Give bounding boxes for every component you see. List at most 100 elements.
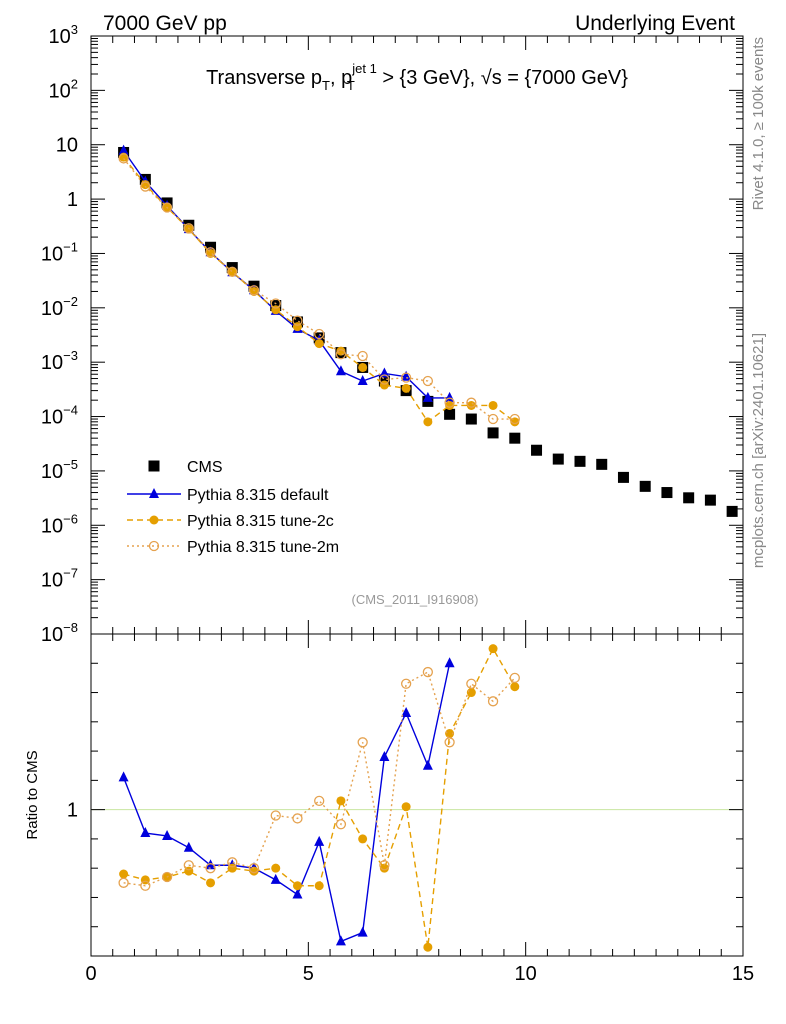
main-series [118,144,738,517]
ratio-data-point [400,678,412,689]
ratio-data-point [162,829,173,840]
ratio-data-point [510,682,520,692]
ratio-data-point [205,863,216,874]
ratio-ylabel: Ratio to CMS [24,750,41,839]
title-c: > {3 GeV}, √s = {7000 GeV} [377,67,628,89]
ratio-data-point [292,888,303,899]
main-data-point [335,365,346,376]
main-data-point [183,223,194,234]
legend: CMS Pythia 8.315 default Pythia 8.315 tune… [127,459,339,556]
main-y-tick-label: 10−2 [41,294,78,320]
legend-marker [148,540,160,552]
ratio-y-tick-label: 1 [67,800,78,822]
title-a: Transverse p [206,67,322,89]
main-data-point [617,471,629,483]
ratio-data-point [314,835,325,846]
main-data-point [140,181,151,192]
ratio-data-point [140,827,151,838]
ratio-data-point [401,802,411,812]
main-data-point [118,153,129,164]
main-data-point [423,417,433,427]
ratio-axes: 1 [67,662,743,928]
ratio-data-point [488,644,498,654]
main-data-point [248,285,260,296]
ratio-data-point [466,688,476,698]
header-left: 7000 GeV pp [103,12,227,35]
x-axis: 0 5 10 15 [85,36,754,985]
main-data-point [683,492,695,504]
legend-marker [149,515,159,525]
ratio-data-point [161,871,173,883]
ratio-data-point [292,881,302,891]
ratio-data-point [314,795,325,807]
legend-label: Pythia 8.315 tune-2c [187,513,334,530]
ratio-data-point [314,881,324,891]
main-y-tick-label: 103 [49,22,78,48]
main-y-tick-label: 10−4 [41,403,78,429]
ratio-data-point [487,696,499,707]
main-data-point [488,400,498,410]
main-data-point [552,453,564,465]
title-b: , p [330,67,352,89]
main-data-point [444,408,456,420]
ratio-data-point [227,857,238,868]
main-data-point [335,349,347,360]
main-data-point [487,427,499,439]
main-data-point [314,339,324,349]
x-tick-label: 5 [303,963,314,985]
main-data-point [531,444,543,456]
ratio-data-point [271,863,281,873]
main-data-point [574,455,586,467]
ratio-series-line [122,663,451,943]
main-y-tick-label: 10−7 [41,566,78,592]
ratio-data-point [509,672,520,684]
main-data-point [465,413,477,425]
main-data-point [314,328,325,340]
main-y-tick-label: 10−8 [41,620,78,646]
title-b-sup: jet 1 [351,61,377,76]
header-right: Underlying Event [575,12,735,35]
ratio-data-point [423,942,433,952]
title-b-sub: T [347,78,355,93]
main-data-point [379,367,390,378]
ratio-data-point [335,935,346,946]
main-axes: 10310210110−110−210−310−410−510−610−710−… [41,22,743,646]
main-data-point [401,370,412,381]
ratio-data-point [270,810,281,821]
ratio-data-point [379,863,389,873]
main-y-tick-label: 10−6 [41,511,78,537]
main-data-point [422,391,433,402]
ratio-data-point [422,666,434,678]
main-data-point [466,400,476,410]
main-data-point [379,374,390,385]
main-data-point [639,480,651,492]
main-data-point [118,144,129,155]
main-y-tick-label: 10 [56,135,78,157]
ratio-data-point [358,834,368,844]
ratio-data-point [336,796,346,806]
ratio-data-point [140,880,151,891]
main-y-tick-label: 1 [67,189,78,211]
x-tick-label: 15 [732,963,754,985]
main-data-point [466,397,477,408]
main-data-point [379,380,389,390]
ratio-frame [90,633,744,957]
main-data-point [596,458,608,470]
x-tick-label: 10 [515,963,537,985]
ratio-data-point [422,759,433,770]
ratio-data-point [249,866,259,876]
legend-marker [148,460,160,472]
main-series-line [123,156,516,423]
ratio-data-point [444,737,455,748]
main-data-point [661,487,673,499]
ratio-data-point [248,863,260,874]
ratio-data-point [379,860,390,871]
ratio-data-point [445,729,455,739]
main-data-point [445,400,455,410]
main-data-point [704,494,716,506]
legend-label: CMS [187,459,223,476]
mcplots-label: mcplots.cern.ch [arXiv:2401.10621] [750,333,767,568]
ratio-data-point [183,860,194,871]
main-y-tick-label: 102 [49,76,78,102]
